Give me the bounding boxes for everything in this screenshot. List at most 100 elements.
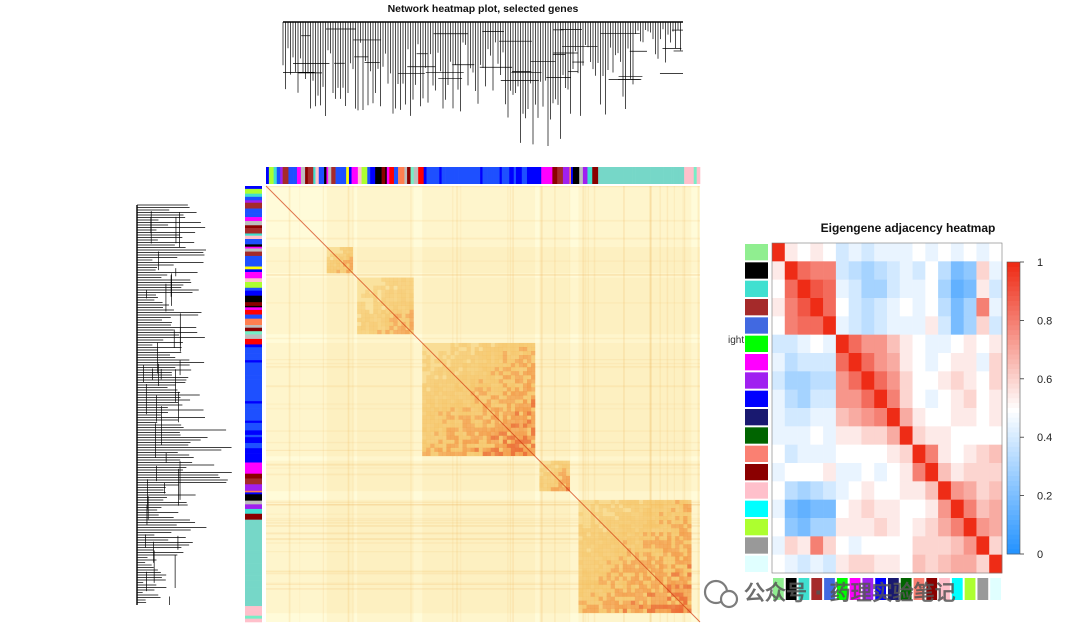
block-cell	[618, 532, 624, 537]
eigengene-cell	[835, 243, 849, 262]
block-cell	[638, 568, 644, 573]
block-cell	[405, 277, 410, 282]
block-cell	[426, 411, 431, 416]
block-cell	[346, 253, 350, 258]
block-cell	[646, 608, 652, 613]
block-cell	[498, 423, 504, 428]
block-cell	[336, 253, 340, 258]
heatmap-streak	[698, 186, 700, 622]
block-cell	[478, 379, 483, 384]
block-cell	[602, 604, 607, 609]
eigengene-cell	[976, 463, 990, 482]
block-cell	[365, 309, 370, 315]
block-cell	[430, 443, 435, 448]
eigengene-cell	[925, 518, 939, 537]
block-cell	[642, 560, 648, 565]
block-cell	[663, 540, 668, 545]
block-cell	[606, 576, 611, 581]
block-cell	[547, 483, 552, 488]
block-cell	[651, 600, 656, 605]
block-cell	[642, 524, 648, 529]
block-row-band	[266, 460, 700, 492]
block-cell	[405, 313, 410, 319]
eigengene-cell	[912, 518, 926, 537]
column-module-swatch	[824, 578, 835, 600]
block-cell	[550, 464, 555, 469]
block-cell	[462, 447, 467, 452]
block-cell	[385, 289, 390, 294]
block-cell	[422, 367, 427, 372]
block-cell	[614, 540, 619, 545]
heatmap-streak	[322, 186, 324, 622]
block-cell	[462, 427, 467, 432]
block-cell	[578, 568, 583, 573]
block-cell	[547, 479, 552, 484]
block-cell	[446, 355, 451, 360]
eigengene-cell	[963, 408, 977, 427]
block-cell	[590, 560, 595, 565]
block-cell	[466, 351, 471, 356]
color-bar-segment	[665, 167, 672, 184]
row-module-swatch	[745, 519, 768, 536]
column-module-swatch	[951, 578, 963, 600]
wechat-icon	[703, 579, 739, 609]
block-cell	[365, 313, 370, 319]
block-cell	[667, 560, 672, 565]
block-cell	[687, 536, 692, 541]
eigengene-cell	[797, 444, 811, 464]
block-cell	[522, 395, 528, 400]
block-cell	[638, 548, 644, 553]
block-cell	[586, 584, 591, 589]
block-cell	[369, 325, 374, 331]
block-cell	[486, 431, 491, 436]
block-cell	[373, 309, 378, 315]
block-cell	[458, 351, 463, 356]
block-cell	[531, 415, 536, 420]
block-cell	[490, 435, 495, 440]
block-cell	[527, 375, 532, 380]
block-cell	[614, 580, 619, 585]
block-cell	[566, 472, 570, 477]
block-cell	[434, 423, 439, 428]
block-cell	[438, 383, 443, 388]
block-cell	[482, 371, 487, 376]
block-cell	[482, 427, 487, 432]
color-bar-segment	[340, 167, 347, 184]
block-cell	[498, 407, 504, 412]
block-cell	[357, 325, 362, 331]
block-cell	[679, 532, 684, 537]
block-cell	[663, 572, 668, 577]
eigengene-cell	[976, 481, 990, 500]
block-cell	[494, 435, 500, 440]
block-cell	[377, 329, 382, 335]
color-bar-segment	[245, 600, 262, 607]
block-cell	[438, 391, 443, 396]
block-cell	[562, 468, 567, 473]
block-cell	[598, 528, 603, 533]
block-cell	[522, 431, 528, 436]
block-cell	[646, 604, 652, 609]
block-cell	[401, 289, 406, 294]
block-cell	[626, 499, 632, 505]
block-cell	[494, 359, 500, 364]
block-cell	[510, 399, 516, 404]
block-cell	[606, 584, 611, 589]
block-cell	[389, 325, 394, 331]
block-cell	[462, 419, 467, 424]
color-bar-segment	[592, 167, 599, 184]
heatmap-streak	[554, 186, 556, 622]
block-cell	[490, 419, 495, 424]
block-cell	[470, 419, 475, 424]
block-cell	[675, 544, 680, 549]
block-cell	[506, 383, 512, 388]
block-cell	[622, 576, 628, 581]
block-cell	[679, 516, 684, 521]
eigengene-cell	[989, 536, 1003, 555]
heatmap-streak	[266, 186, 700, 188]
block-cell	[474, 387, 479, 392]
eigengene-cell	[925, 334, 939, 354]
block-cell	[558, 483, 563, 488]
block-cell	[518, 419, 524, 424]
block-cell	[590, 524, 595, 529]
block-cell	[434, 371, 439, 376]
